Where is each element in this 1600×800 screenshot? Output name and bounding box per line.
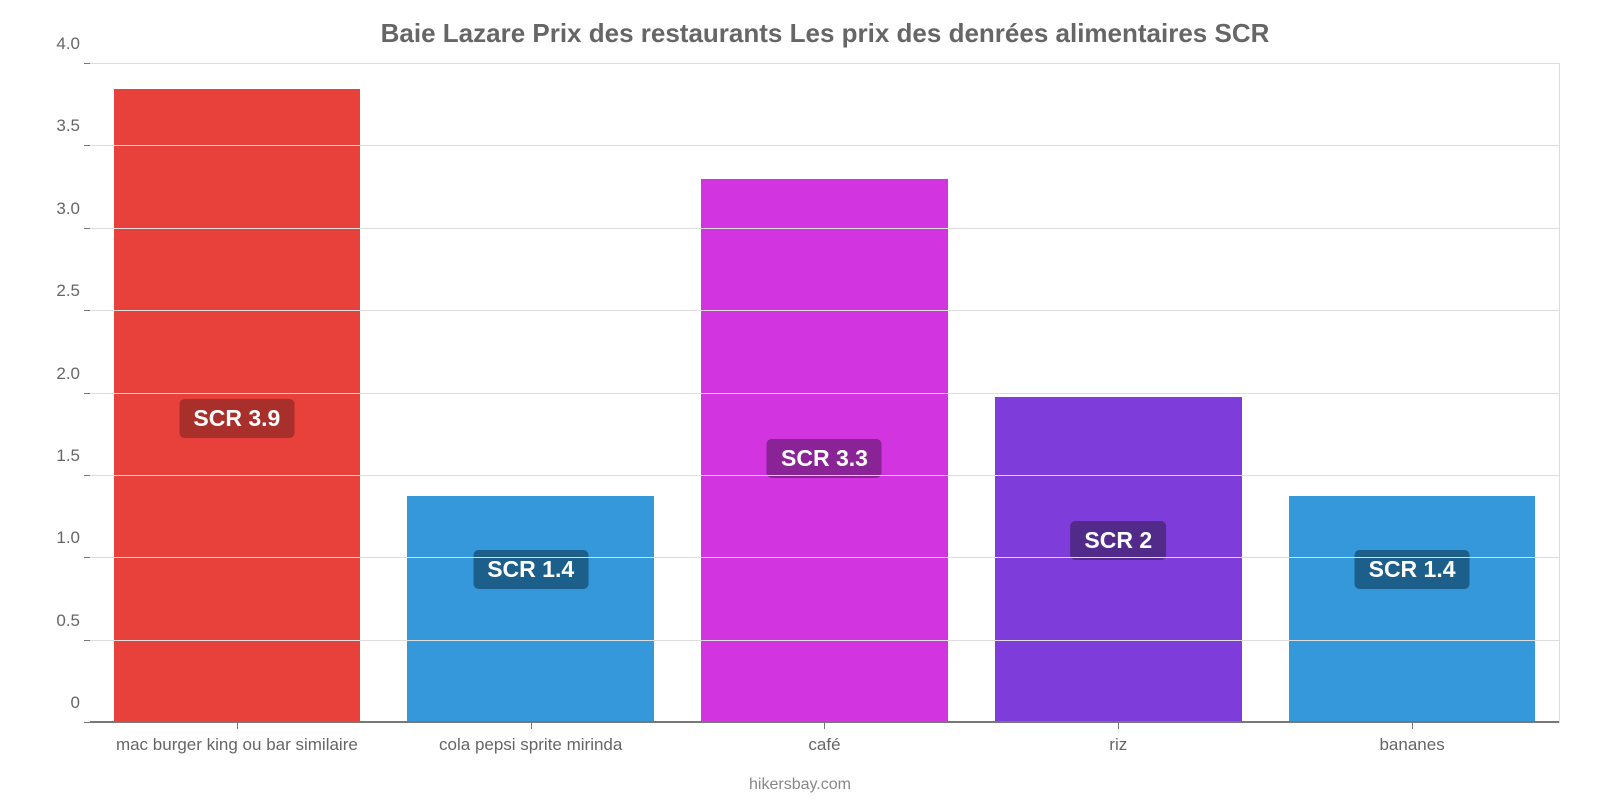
y-tick-label: 2.0 xyxy=(56,364,90,384)
y-tick-mark xyxy=(84,145,90,146)
value-badge: SCR 3.9 xyxy=(179,399,294,438)
y-tick-mark xyxy=(84,228,90,229)
x-tick-mark xyxy=(531,723,532,729)
y-tick-mark xyxy=(84,63,90,64)
y-tick-mark xyxy=(84,475,90,476)
y-tick-label: 3.0 xyxy=(56,199,90,219)
bar: SCR 3.3 xyxy=(701,179,948,723)
bar: SCR 3.9 xyxy=(114,89,361,723)
bar-slot: SCR 1.4cola pepsi sprite mirinda xyxy=(384,64,678,723)
gridline xyxy=(90,228,1559,229)
bar: SCR 1.4 xyxy=(407,496,654,723)
x-tick-mark xyxy=(237,723,238,729)
y-tick-label: 0.5 xyxy=(56,611,90,631)
price-bar-chart: Baie Lazare Prix des restaurants Les pri… xyxy=(0,0,1600,800)
attribution-text: hikersbay.com xyxy=(749,776,851,794)
gridline xyxy=(90,393,1559,394)
gridline xyxy=(90,145,1559,146)
y-tick-label: 1.5 xyxy=(56,446,90,466)
bar-slot: SCR 3.3café xyxy=(678,64,972,723)
value-badge: SCR 1.4 xyxy=(1355,550,1470,589)
y-tick-label: 0 xyxy=(71,693,90,713)
gridline xyxy=(90,310,1559,311)
x-tick-mark xyxy=(824,723,825,729)
y-tick-label: 1.0 xyxy=(56,528,90,548)
y-tick-label: 4.0 xyxy=(56,34,90,54)
bar: SCR 2 xyxy=(995,397,1242,723)
y-tick-mark xyxy=(84,557,90,558)
value-badge: SCR 3.3 xyxy=(767,439,882,478)
y-tick-label: 2.5 xyxy=(56,281,90,301)
gridline xyxy=(90,640,1559,641)
y-tick-mark xyxy=(84,393,90,394)
value-badge: SCR 1.4 xyxy=(473,550,588,589)
bar-slot: SCR 3.9mac burger king ou bar similaire xyxy=(90,64,384,723)
x-tick-mark xyxy=(1118,723,1119,729)
y-tick-label: 3.5 xyxy=(56,116,90,136)
bar-slot: SCR 1.4bananes xyxy=(1265,64,1559,723)
value-badge: SCR 2 xyxy=(1070,521,1166,560)
x-axis-line xyxy=(90,721,1559,723)
x-tick-mark xyxy=(1412,723,1413,729)
y-tick-mark xyxy=(84,722,90,723)
bar: SCR 1.4 xyxy=(1289,496,1536,723)
bars-container: SCR 3.9mac burger king ou bar similaireS… xyxy=(90,64,1559,723)
bar-slot: SCR 2riz xyxy=(971,64,1265,723)
y-tick-mark xyxy=(84,640,90,641)
plot-area: SCR 3.9mac burger king ou bar similaireS… xyxy=(90,63,1560,723)
chart-title: Baie Lazare Prix des restaurants Les pri… xyxy=(90,10,1560,63)
gridline xyxy=(90,557,1559,558)
y-tick-mark xyxy=(84,310,90,311)
gridline xyxy=(90,475,1559,476)
